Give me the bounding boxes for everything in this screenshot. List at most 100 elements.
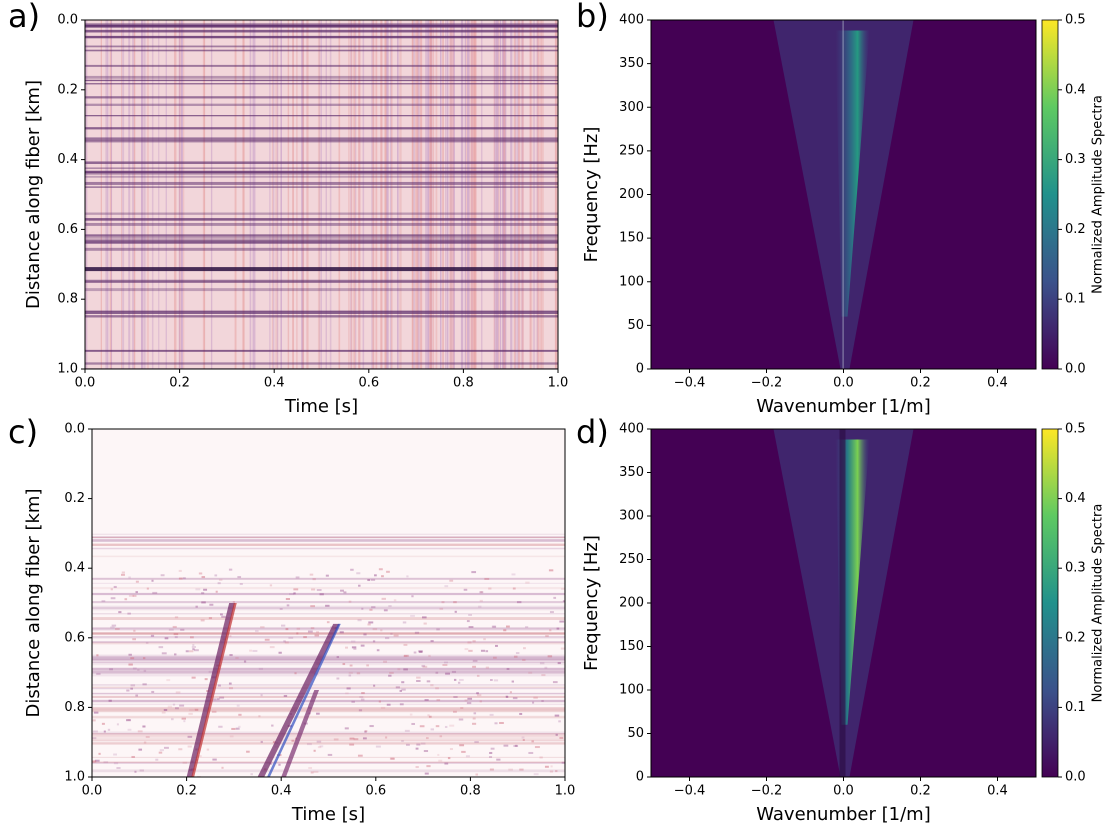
speckle xyxy=(480,591,483,594)
x-axis-label: Time [s] xyxy=(284,396,358,417)
speckle xyxy=(533,773,539,776)
speckle xyxy=(488,587,492,590)
speckle xyxy=(260,694,263,697)
colorbar-tick-label: 0.4 xyxy=(1065,82,1086,97)
speckle xyxy=(369,725,374,728)
horizontal-stripe xyxy=(92,664,565,666)
speckle xyxy=(172,625,177,628)
speckle xyxy=(350,640,356,643)
x-tick-label: 0.2 xyxy=(910,784,931,799)
vertical-stripe xyxy=(452,20,455,369)
speckle xyxy=(246,750,250,753)
speckle xyxy=(479,591,484,594)
speckle xyxy=(142,683,147,686)
speckle xyxy=(383,609,388,612)
horizontal-stripe xyxy=(85,161,558,164)
speckle xyxy=(555,733,558,736)
speckle xyxy=(285,628,289,631)
speckle xyxy=(493,679,499,682)
speckle xyxy=(423,622,427,625)
speckle xyxy=(258,715,261,718)
speckle xyxy=(368,621,374,624)
speckle xyxy=(340,589,344,592)
speckle xyxy=(465,755,470,758)
speckle xyxy=(96,672,101,675)
y-tick-label: 400 xyxy=(619,13,644,28)
vertical-stripe xyxy=(496,20,499,369)
speckle xyxy=(490,679,493,682)
speckle xyxy=(375,745,381,748)
speckle xyxy=(473,712,477,715)
speckle xyxy=(131,755,135,758)
speckle xyxy=(451,670,457,673)
speckle xyxy=(278,763,281,766)
horizontal-stripe xyxy=(92,769,565,773)
speckle xyxy=(316,740,322,743)
horizontal-stripe xyxy=(85,24,558,27)
vertical-stripe xyxy=(133,20,136,369)
speckle xyxy=(350,568,354,571)
vertical-stripe xyxy=(318,20,321,369)
speckle xyxy=(401,688,406,691)
speckle xyxy=(442,664,448,667)
horizontal-stripe xyxy=(92,536,565,539)
speckle xyxy=(103,730,106,733)
x-axis-label: Time [s] xyxy=(291,804,365,825)
speckle xyxy=(146,587,149,590)
speckle xyxy=(113,762,119,765)
vertical-stripe xyxy=(417,20,420,369)
vertical-stripe xyxy=(386,20,389,369)
y-tick-label: 300 xyxy=(619,509,644,524)
horizontal-stripe xyxy=(85,212,558,215)
speckle xyxy=(544,765,549,768)
speckle xyxy=(319,593,324,596)
horizontal-stripe xyxy=(85,29,558,33)
speckle xyxy=(445,672,450,675)
horizontal-stripe xyxy=(85,311,558,314)
speckle xyxy=(190,636,194,639)
speckle xyxy=(358,584,361,587)
speckle xyxy=(522,658,526,661)
speckle xyxy=(216,698,220,701)
speckle xyxy=(151,579,154,582)
speckle xyxy=(390,632,393,635)
speckle xyxy=(316,631,320,634)
speckle xyxy=(444,762,449,765)
horizontal-stripe xyxy=(92,657,565,661)
speckle xyxy=(206,748,210,751)
horizontal-stripe xyxy=(85,222,558,226)
speckle xyxy=(235,727,239,730)
speckle xyxy=(221,766,224,769)
speckle xyxy=(312,578,316,581)
vertical-stripe xyxy=(276,20,279,369)
speckle xyxy=(336,677,340,680)
horizontal-stripe xyxy=(85,170,558,173)
speckle xyxy=(293,592,296,595)
speckle xyxy=(560,647,565,650)
speckle xyxy=(539,756,543,759)
horizontal-stripe xyxy=(85,79,558,82)
speckle xyxy=(553,596,557,599)
horizontal-stripe xyxy=(92,540,565,542)
speckle xyxy=(531,740,534,743)
speckle xyxy=(179,704,185,707)
speckle xyxy=(399,703,404,706)
speckle xyxy=(214,574,218,577)
panel-label: a) xyxy=(8,0,40,35)
vertical-stripe xyxy=(280,20,282,369)
horizontal-stripe xyxy=(92,656,565,659)
speckle xyxy=(142,725,146,728)
horizontal-stripe xyxy=(92,703,565,705)
speckle xyxy=(116,767,121,770)
vertical-stripe xyxy=(151,20,154,369)
speckle xyxy=(483,638,486,641)
horizontal-stripe xyxy=(92,707,565,710)
x-tick-label: 0.4 xyxy=(987,784,1008,799)
speckle xyxy=(471,571,477,574)
speckle xyxy=(286,604,290,607)
vertical-stripe xyxy=(411,20,414,369)
horizontal-stripe xyxy=(85,23,558,25)
horizontal-stripe xyxy=(92,695,565,698)
vertical-stripe xyxy=(325,20,327,369)
